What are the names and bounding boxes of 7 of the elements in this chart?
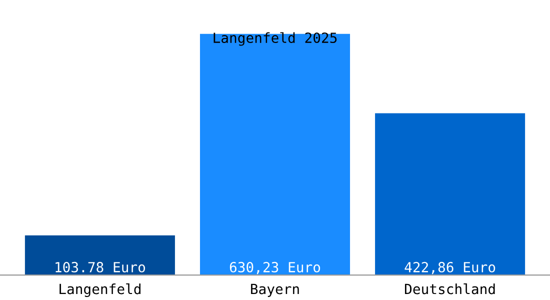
x-tick-label: Langenfeld xyxy=(60,283,140,298)
data-label: 422,86 Euro xyxy=(404,262,496,274)
data-label: 103.78 Euro xyxy=(56,262,146,272)
chart-title: Langenfeld 2025 xyxy=(214,32,337,46)
x-tick-label: Bayern xyxy=(251,284,299,297)
x-tick-label: Deutschland xyxy=(404,283,495,294)
data-label: 630,23 Euro xyxy=(230,262,320,274)
